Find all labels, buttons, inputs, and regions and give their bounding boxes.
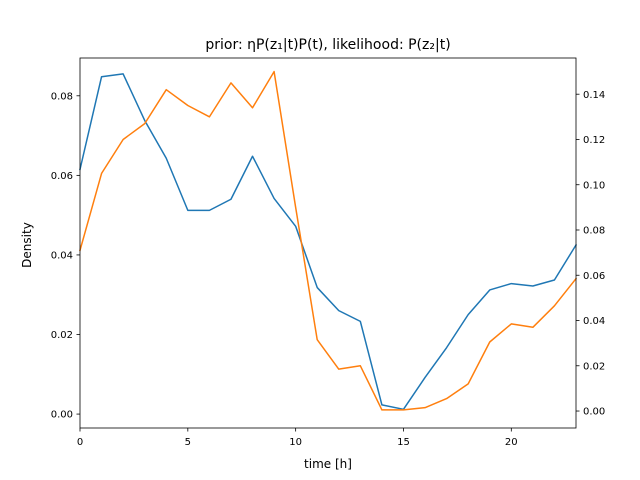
x-axis-label: time [h] [304,457,352,471]
plot-frame [79,57,577,429]
series-line-1 [79,73,578,411]
y-tick-label-right: 0.02 [583,361,605,372]
x-tick-label: 20 [505,437,518,448]
x-tick-label: 0 [77,437,83,448]
y-tick-label-right: 0.08 [583,226,605,237]
y-tick-label-right: 0.06 [583,271,605,282]
y-tick-label-left: 0.04 [51,251,73,262]
y-tick-label-left: 0.06 [51,171,73,182]
y-tick-label-right: 0.10 [583,180,605,191]
y-tick-label-right: 0.12 [583,135,605,146]
y-tick-label-left: 0.08 [51,91,73,102]
plot-area: 0 5 10 15 20 0.00 0.02 0.04 0.06 0.08 0.00 0.02 0.04… [51,57,605,448]
y-tick-label-right: 0.14 [583,90,605,101]
x-tick-label: 15 [397,437,410,448]
y-tick-label-right: 0.00 [583,407,605,418]
y-tick-label-right: 0.04 [583,316,605,327]
y-axis-label-left: Density [20,222,34,268]
chart-title: prior: ηP(z₁|t)P(t), likelihood: P(z₂|t) [205,37,450,53]
y-tick-label-left: 0.00 [51,410,73,421]
y-tick-label-left: 0.02 [51,330,73,341]
x-tick-label: 10 [289,437,302,448]
x-tick-label: 5 [185,437,191,448]
series-line-2 [79,70,578,411]
